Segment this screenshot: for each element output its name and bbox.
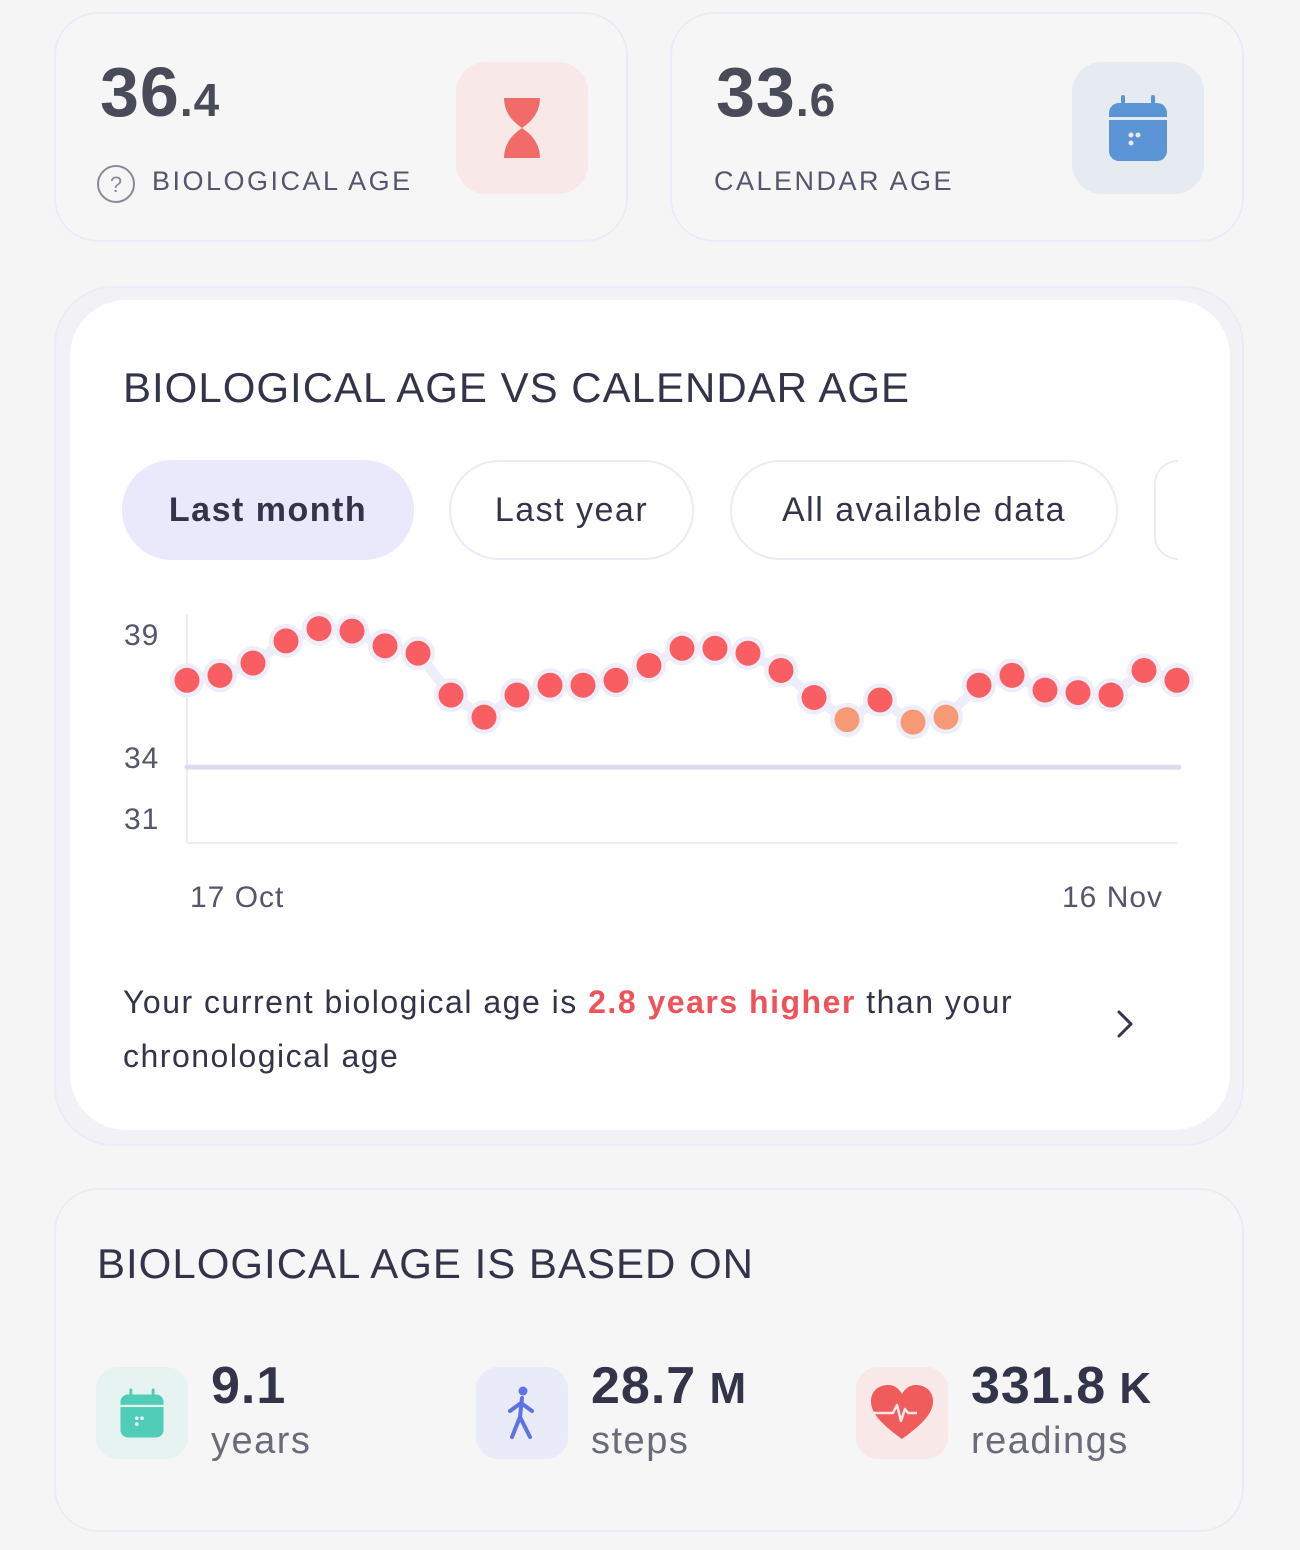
years-label: years (211, 1420, 312, 1462)
heart-pulse-icon-box (856, 1367, 948, 1459)
biological-age-label: BIOLOGICAL AGE (152, 166, 413, 196)
biological-age-chart (170, 611, 1194, 844)
data-point[interactable] (731, 636, 765, 671)
data-point[interactable] (434, 678, 468, 713)
steps-label: steps (591, 1420, 690, 1462)
tab-label: All available data (781, 490, 1067, 529)
data-point[interactable] (1094, 678, 1128, 713)
based-on-card (54, 1188, 1244, 1532)
y-tick-label: 39 (124, 619, 160, 652)
data-point[interactable] (863, 682, 897, 717)
data-point[interactable] (1028, 673, 1062, 708)
value-decimal: .4 (179, 74, 221, 126)
calendar-age-card[interactable]: 33.6 CALENDAR AGE (670, 12, 1244, 242)
data-point[interactable] (335, 614, 369, 649)
tab-label: Last month (168, 490, 368, 529)
years-value: 9.1 (211, 1357, 287, 1415)
summary-text: than your chronological age (123, 984, 1014, 1074)
calendar-icon-box (1072, 62, 1204, 194)
tab-all-available-data[interactable]: All available data (730, 460, 1118, 560)
data-point[interactable] (1160, 663, 1194, 698)
data-point[interactable] (632, 648, 666, 683)
walking-person-icon-box (476, 1367, 568, 1459)
hourglass-icon-box (456, 62, 588, 194)
summary-highlight: 2.8 years higher (588, 984, 856, 1020)
data-point[interactable] (698, 631, 732, 666)
y-tick-label: 31 (124, 803, 160, 836)
value-integer: 36 (100, 53, 180, 131)
comparison-title: BIOLOGICAL AGE VS CALENDAR AGE (123, 364, 911, 411)
based-on-title: BIOLOGICAL AGE IS BASED ON (97, 1240, 754, 1287)
data-point[interactable] (500, 678, 534, 713)
data-point[interactable] (896, 705, 930, 740)
data-point[interactable] (302, 611, 336, 646)
y-tick-label: 34 (124, 742, 160, 775)
chevron-right-icon[interactable] (1112, 1008, 1138, 1040)
calendar-icon (1109, 95, 1167, 161)
data-point[interactable] (962, 668, 996, 703)
comparison-summary[interactable]: Your current biological age is 2.8 years… (123, 975, 1083, 1083)
data-point[interactable] (665, 631, 699, 666)
hourglass-icon (504, 98, 540, 158)
readings-value: 331.8 K (971, 1357, 1153, 1415)
data-point[interactable] (599, 663, 633, 698)
data-point[interactable] (533, 668, 567, 703)
tab-last-month[interactable]: Last month (122, 460, 414, 560)
calendar-age-value: 33.6 (716, 52, 836, 132)
x-end-label: 16 Nov (1062, 881, 1164, 914)
tab-overflow[interactable] (1154, 460, 1178, 560)
tab-label: Last year (494, 490, 649, 529)
svg-text:?: ? (110, 172, 122, 197)
biological-age-value: 36.4 (100, 52, 220, 132)
data-point[interactable] (995, 658, 1029, 693)
data-point[interactable] (764, 653, 798, 688)
calendar-icon (120, 1388, 164, 1438)
data-point[interactable] (1061, 675, 1095, 710)
x-start-label: 17 Oct (190, 881, 285, 914)
readings-label: readings (971, 1420, 1129, 1462)
data-point[interactable] (797, 680, 831, 715)
data-point[interactable] (368, 628, 402, 663)
heart-pulse-icon (869, 1385, 933, 1439)
question-circle-icon[interactable]: ? (96, 164, 136, 204)
biological-age-card[interactable]: 36.4 ? BIOLOGICAL AGE (54, 12, 628, 242)
data-point[interactable] (929, 700, 963, 735)
calendar-age-label: CALENDAR AGE (714, 166, 955, 196)
data-point[interactable] (236, 646, 270, 681)
calendar-icon-box (96, 1367, 188, 1459)
value-decimal: .6 (795, 74, 837, 126)
data-point[interactable] (170, 663, 204, 698)
walking-person-icon (508, 1386, 534, 1439)
data-point[interactable] (269, 623, 303, 658)
summary-text: Your current biological age is (123, 984, 589, 1020)
value-integer: 33 (716, 53, 796, 131)
tab-last-year[interactable]: Last year (449, 460, 694, 560)
data-point[interactable] (830, 702, 864, 737)
data-point[interactable] (566, 668, 600, 703)
data-point[interactable] (401, 636, 435, 671)
data-point[interactable] (1127, 653, 1161, 688)
comparison-card (70, 300, 1230, 1130)
data-point[interactable] (203, 658, 237, 693)
steps-value: 28.7 M (591, 1357, 748, 1415)
data-point[interactable] (467, 700, 501, 735)
